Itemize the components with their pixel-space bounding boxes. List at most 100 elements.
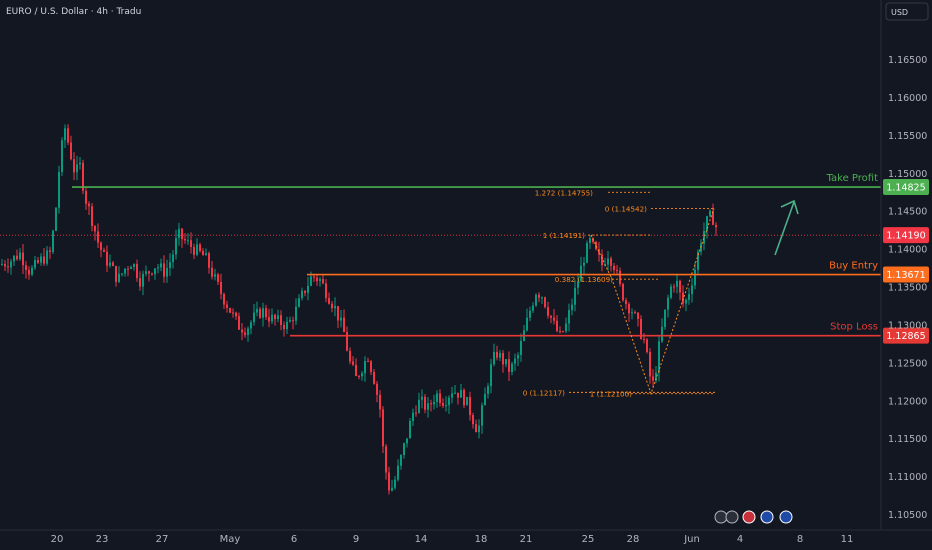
currency-button[interactable]: USD bbox=[885, 2, 929, 21]
price-axis[interactable]: 1.16500 1.16000 1.15500 1.15000 1.14500 1.140… bbox=[880, 0, 927, 530]
candle-body bbox=[199, 244, 201, 251]
candle-body bbox=[58, 171, 60, 208]
candle-body bbox=[469, 396, 471, 416]
candle-body bbox=[421, 396, 423, 400]
price-tick-label: 1.11000 bbox=[888, 472, 927, 483]
candle-body bbox=[619, 270, 621, 284]
candle-body bbox=[319, 278, 321, 282]
time-tick-label: 21 bbox=[520, 534, 533, 545]
candle-body bbox=[517, 354, 519, 359]
levels-layer: Take Profit 1.14825 Buy Entry 1.13671 Stop L… bbox=[0, 173, 929, 344]
candle-body bbox=[403, 443, 405, 456]
time-axis[interactable]: 20 23 27 May 6 9 14 18 21 25 28 Jun 4 8 11 bbox=[0, 529, 932, 545]
currency-label: USD bbox=[891, 8, 908, 17]
eu-flag-icon[interactable] bbox=[760, 510, 774, 524]
eu-flag-icon[interactable] bbox=[779, 510, 793, 524]
candle-body bbox=[166, 268, 168, 277]
candle-body bbox=[190, 240, 192, 247]
candle-body bbox=[526, 317, 528, 331]
candle-body bbox=[688, 294, 690, 300]
candle-body bbox=[646, 339, 648, 352]
candle-body bbox=[466, 396, 468, 406]
candle-body bbox=[499, 352, 501, 358]
candle-body bbox=[22, 252, 24, 266]
candle-body bbox=[529, 310, 531, 318]
candle-body bbox=[460, 389, 462, 398]
candle-body bbox=[94, 225, 96, 232]
candle-body bbox=[112, 262, 114, 266]
candle-body bbox=[664, 309, 666, 327]
candle-body bbox=[712, 210, 714, 225]
candle-body bbox=[1, 264, 3, 266]
price-tick-label: 1.10500 bbox=[888, 510, 927, 521]
time-tick-label: 8 bbox=[797, 534, 803, 545]
candle-body bbox=[271, 314, 273, 322]
candle-body bbox=[373, 371, 375, 384]
candle-body bbox=[217, 274, 219, 282]
candle-body bbox=[322, 278, 324, 284]
candle-body bbox=[37, 260, 39, 263]
candle-body bbox=[430, 403, 432, 405]
candle-body bbox=[298, 298, 300, 307]
candle-body bbox=[121, 273, 123, 275]
candle-body bbox=[601, 254, 603, 266]
candle-body bbox=[487, 386, 489, 394]
candle-body bbox=[610, 258, 612, 266]
candle-body bbox=[346, 332, 348, 351]
candle-body bbox=[118, 273, 120, 282]
level-price-tag bbox=[883, 179, 929, 196]
candle-body bbox=[544, 297, 546, 308]
candle-body bbox=[154, 268, 156, 275]
candle-body bbox=[106, 251, 108, 266]
candle-body bbox=[13, 255, 15, 262]
candle-body bbox=[463, 389, 465, 406]
candle-body bbox=[637, 312, 639, 319]
candles-layer bbox=[1, 124, 717, 495]
candle-body bbox=[394, 479, 396, 488]
level-price-label: 1.12865 bbox=[886, 331, 925, 342]
candle-body bbox=[538, 294, 540, 298]
candle-body bbox=[277, 315, 279, 320]
us-flag-icon[interactable] bbox=[742, 510, 756, 524]
candle-body bbox=[376, 383, 378, 395]
candle-body bbox=[160, 263, 162, 268]
calendar-icon[interactable] bbox=[714, 510, 728, 524]
candle-body bbox=[85, 190, 87, 204]
candle-body bbox=[184, 239, 186, 241]
candle-body bbox=[685, 299, 687, 304]
candle-body bbox=[223, 294, 225, 305]
candle-body bbox=[133, 264, 135, 268]
candle-body bbox=[640, 318, 642, 339]
candle-body bbox=[715, 224, 717, 228]
price-tick-label: 1.11500 bbox=[888, 434, 927, 445]
candle-body bbox=[670, 286, 672, 298]
candle-body bbox=[331, 303, 333, 309]
candle-body bbox=[82, 162, 84, 191]
candle-body bbox=[79, 162, 81, 165]
candle-body bbox=[253, 312, 255, 323]
candle-body bbox=[541, 297, 543, 299]
price-tick-label: 1.16000 bbox=[888, 93, 927, 104]
candle-body bbox=[691, 285, 693, 295]
up-arrow-annotation bbox=[774, 199, 799, 256]
event-icons[interactable] bbox=[714, 510, 793, 524]
calendar-icon[interactable] bbox=[725, 510, 739, 524]
candle-body bbox=[607, 258, 609, 265]
candle-body bbox=[136, 264, 138, 279]
candle-body bbox=[286, 321, 288, 330]
candle-body bbox=[316, 277, 318, 282]
candle-body bbox=[142, 273, 144, 287]
candle-body bbox=[295, 306, 297, 321]
candle-body bbox=[475, 424, 477, 433]
candle-body bbox=[4, 264, 6, 267]
candle-body bbox=[55, 207, 57, 231]
candle-body bbox=[40, 256, 42, 263]
time-tick-label: May bbox=[220, 534, 241, 545]
candle-body bbox=[706, 216, 708, 232]
candle-body bbox=[289, 320, 291, 322]
candle-body bbox=[91, 206, 93, 226]
candle-body bbox=[418, 399, 420, 413]
candle-body bbox=[556, 320, 558, 332]
candle-body bbox=[481, 405, 483, 426]
